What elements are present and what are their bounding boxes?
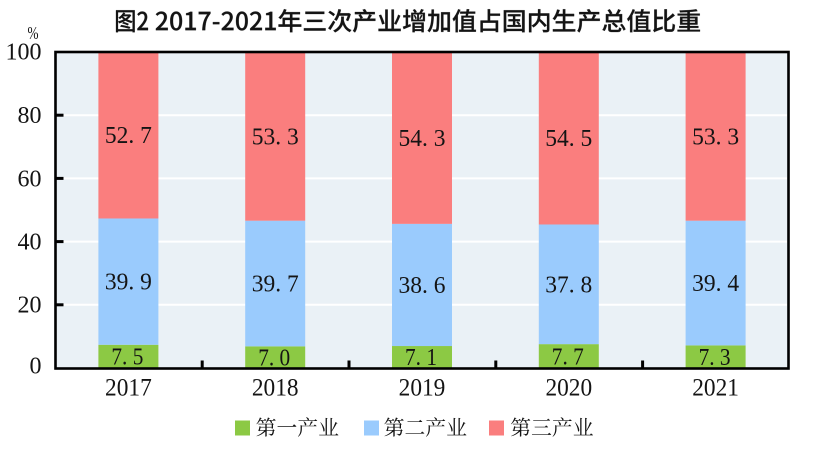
svg-text:0: 0 — [30, 353, 42, 379]
svg-text:54. 3: 54. 3 — [399, 126, 446, 152]
svg-text:38. 6: 38. 6 — [399, 273, 446, 299]
svg-text:39. 4: 39. 4 — [692, 271, 739, 297]
svg-text:%: % — [28, 23, 39, 43]
svg-text:2021: 2021 — [692, 374, 739, 401]
svg-text:2020: 2020 — [545, 374, 592, 401]
svg-text:7. 0: 7. 0 — [258, 345, 290, 371]
svg-text:2018: 2018 — [252, 374, 299, 401]
svg-text:20: 20 — [18, 293, 42, 319]
svg-text:60: 60 — [18, 166, 42, 192]
svg-text:37. 8: 37. 8 — [545, 272, 592, 298]
svg-text:7. 7: 7. 7 — [552, 344, 584, 370]
svg-text:52. 7: 52. 7 — [105, 123, 152, 149]
svg-text:7. 3: 7. 3 — [699, 345, 731, 371]
svg-text:39. 7: 39. 7 — [252, 272, 299, 298]
svg-text:53. 3: 53. 3 — [692, 124, 739, 150]
svg-text:39. 9: 39. 9 — [105, 270, 152, 296]
svg-text:40: 40 — [18, 230, 42, 256]
svg-text:100: 100 — [6, 39, 42, 65]
svg-text:7. 1: 7. 1 — [405, 345, 437, 371]
svg-text:80: 80 — [18, 103, 42, 129]
svg-text:2017: 2017 — [105, 374, 152, 401]
svg-text:54. 5: 54. 5 — [545, 126, 592, 152]
svg-text:2019: 2019 — [399, 374, 446, 401]
svg-text:7. 5: 7. 5 — [111, 345, 143, 371]
svg-text:53. 3: 53. 3 — [252, 124, 299, 150]
